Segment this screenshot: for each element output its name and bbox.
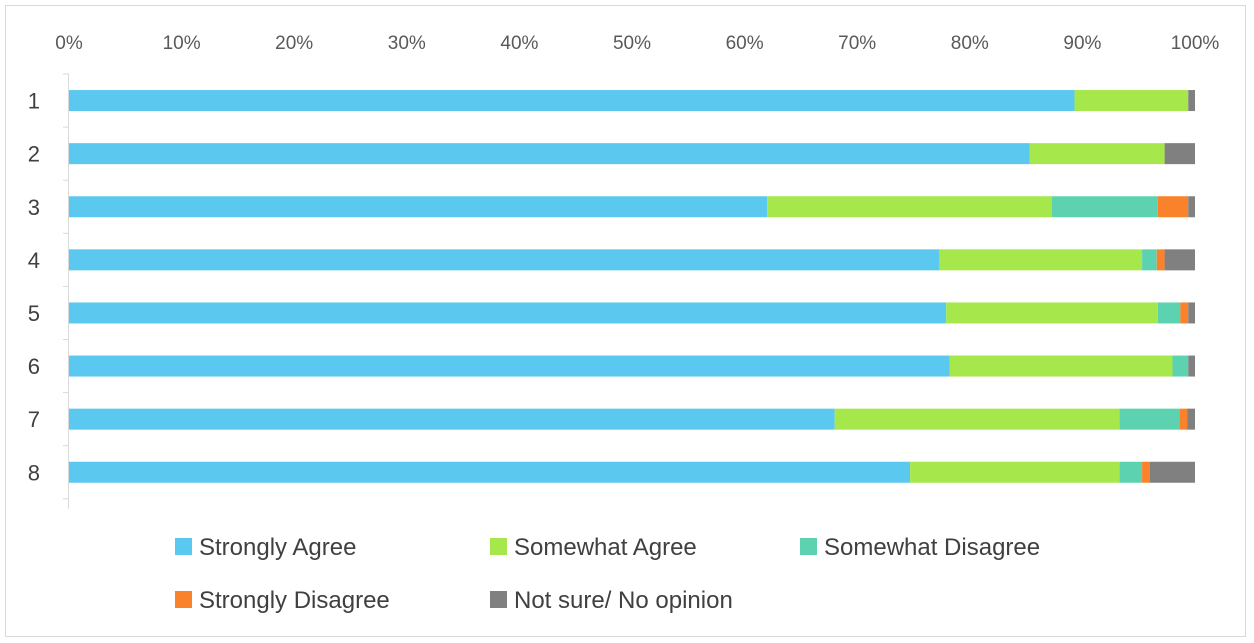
legend-item: Strongly Disagree — [175, 587, 390, 614]
bars — [69, 90, 1195, 483]
bar-segment — [69, 90, 1075, 112]
bar-segment — [946, 302, 1158, 324]
x-tick-label: 40% — [500, 33, 538, 54]
x-tick-label: 80% — [951, 33, 989, 54]
bar-segment — [1180, 302, 1189, 324]
category-label: 3 — [28, 195, 40, 220]
x-tick-label: 70% — [838, 33, 876, 54]
legend-swatch — [800, 538, 817, 555]
bar-segment — [69, 461, 911, 483]
bar-segment — [69, 249, 940, 271]
category-label: 4 — [28, 248, 40, 273]
bar-segment — [1029, 143, 1165, 165]
category-labels: 1 2 3 4 5 6 7 8 — [28, 89, 40, 486]
bar-segment — [69, 355, 950, 377]
x-tick-label: 60% — [726, 33, 764, 54]
bar-segment — [1188, 355, 1195, 377]
category-axis — [63, 73, 69, 509]
legend-label: Somewhat Agree — [514, 534, 697, 561]
x-tick-label: 10% — [163, 33, 201, 54]
bar-segment — [1119, 408, 1180, 430]
bar-segment — [1172, 355, 1189, 377]
x-tick-label: 0% — [55, 33, 83, 54]
category-label: 8 — [28, 460, 40, 485]
bar-segment — [910, 461, 1120, 483]
bar-segment — [1051, 196, 1158, 218]
category-label: 5 — [28, 301, 40, 326]
bar-segment — [1188, 302, 1195, 324]
legend-label: Somewhat Disagree — [824, 534, 1040, 561]
x-tick-label: 100% — [1171, 33, 1220, 54]
x-tick-labels: 0% 10% 20% 30% 40% 50% 60% 70% 80% 90% 100% — [55, 33, 1219, 54]
bar-segment — [949, 355, 1173, 377]
bar-segment — [1164, 249, 1195, 271]
x-tick-label: 90% — [1063, 33, 1101, 54]
legend-swatch — [490, 538, 507, 555]
category-label: 6 — [28, 354, 40, 379]
x-tick-label: 30% — [388, 33, 426, 54]
bar-segment — [1142, 461, 1150, 483]
bar-segment — [1188, 90, 1195, 112]
legend-label: Strongly Agree — [199, 534, 356, 561]
bar-segment — [1179, 408, 1188, 430]
bar-segment — [1142, 249, 1157, 271]
category-label: 7 — [28, 407, 40, 432]
bar-segment — [1164, 143, 1195, 165]
legend-label: Not sure/ No opinion — [514, 587, 733, 614]
bar-segment — [1157, 196, 1189, 218]
legend-item: Somewhat Agree — [490, 534, 697, 561]
legend-swatch — [175, 538, 192, 555]
bar-segment — [1119, 461, 1143, 483]
legend-item: Strongly Agree — [175, 534, 356, 561]
bar-segment — [1149, 461, 1195, 483]
bar-segment — [834, 408, 1120, 430]
legend-swatch — [175, 591, 192, 608]
legend: Strongly Agree Somewhat Agree Somewhat Dis… — [175, 534, 1040, 614]
bar-segment — [767, 196, 1052, 218]
bar-segment — [1074, 90, 1189, 112]
legend-label: Strongly Disagree — [199, 587, 390, 614]
legend-swatch — [490, 591, 507, 608]
bar-segment — [69, 196, 768, 218]
category-label: 1 — [28, 89, 40, 114]
x-tick-label: 20% — [275, 33, 313, 54]
bar-segment — [69, 302, 947, 324]
legend-item: Not sure/ No opinion — [490, 587, 733, 614]
bar-segment — [69, 408, 835, 430]
x-tick-label: 50% — [613, 33, 651, 54]
bar-segment — [69, 143, 1030, 165]
legend-item: Somewhat Disagree — [800, 534, 1040, 561]
bar-segment — [1156, 249, 1165, 271]
bar-segment — [1157, 302, 1181, 324]
category-label: 2 — [28, 142, 40, 167]
bar-segment — [1188, 196, 1195, 218]
bar-segment — [939, 249, 1143, 271]
bar-segment — [1187, 408, 1195, 430]
